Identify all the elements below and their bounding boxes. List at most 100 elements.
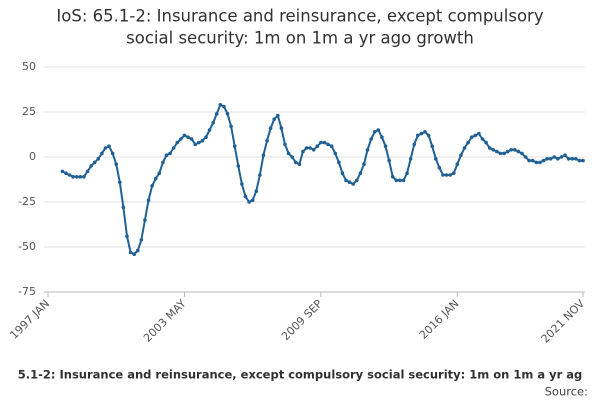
series-line	[61, 103, 583, 256]
point	[225, 112, 230, 116]
x-tick-label: 2016 JAN	[417, 297, 462, 342]
point	[365, 148, 370, 152]
point	[143, 218, 147, 222]
point	[401, 178, 406, 183]
point	[275, 113, 280, 118]
point	[466, 140, 470, 145]
point	[103, 146, 108, 150]
point	[319, 140, 323, 145]
point	[164, 153, 169, 157]
point	[344, 178, 348, 183]
point	[337, 160, 341, 165]
point	[552, 155, 557, 159]
point	[204, 135, 208, 139]
point	[548, 157, 553, 161]
point	[383, 144, 388, 148]
point	[577, 158, 582, 163]
point	[559, 155, 564, 159]
point	[125, 234, 129, 238]
point	[229, 124, 233, 129]
point	[247, 200, 251, 204]
point	[290, 155, 294, 159]
point	[333, 151, 338, 156]
y-tick-label: -25	[18, 195, 36, 208]
point	[509, 148, 513, 152]
point	[207, 128, 212, 132]
point	[64, 171, 68, 175]
point	[118, 180, 122, 184]
point	[538, 160, 542, 165]
point	[556, 157, 560, 161]
point	[197, 140, 201, 145]
point	[437, 166, 442, 170]
point	[347, 180, 352, 184]
point	[412, 142, 417, 147]
point	[157, 171, 162, 175]
point	[563, 153, 567, 157]
point	[329, 144, 334, 148]
point	[459, 153, 463, 157]
point	[121, 205, 126, 210]
point	[574, 157, 578, 161]
point	[444, 173, 449, 177]
point	[520, 151, 524, 156]
point	[369, 137, 373, 141]
point	[146, 198, 151, 202]
point	[326, 142, 330, 147]
point	[487, 146, 492, 150]
point	[161, 160, 165, 165]
point	[390, 175, 395, 179]
point	[218, 103, 223, 107]
point	[455, 162, 460, 166]
point	[96, 157, 101, 161]
point	[566, 157, 571, 161]
point	[351, 182, 356, 186]
point	[85, 169, 90, 174]
point	[394, 178, 399, 183]
point	[265, 139, 269, 143]
point	[150, 184, 154, 188]
point	[311, 148, 316, 152]
point	[523, 155, 528, 159]
point	[268, 126, 273, 130]
point	[135, 248, 140, 253]
point	[398, 178, 402, 183]
x-tick-label: 1997 JAN	[7, 297, 52, 342]
point	[272, 117, 277, 121]
point	[254, 189, 259, 193]
point	[78, 175, 83, 179]
x-tick-label: 2009 SEP	[279, 297, 325, 343]
point	[193, 142, 198, 147]
point	[477, 131, 481, 136]
point	[491, 148, 496, 152]
x-tick-label: 2003 MAY	[141, 297, 189, 345]
point	[236, 164, 241, 168]
point	[451, 171, 456, 175]
point	[462, 146, 467, 150]
point	[100, 151, 104, 156]
point	[527, 158, 531, 163]
point	[322, 140, 327, 145]
footer-title: 5.1-2: Insurance and reinsurance, except…	[18, 368, 583, 382]
y-tick-label: -75	[18, 285, 36, 298]
point	[505, 149, 510, 154]
point	[168, 151, 172, 156]
point	[222, 104, 226, 109]
point	[408, 157, 413, 161]
point	[469, 135, 474, 139]
point	[581, 158, 585, 163]
point	[60, 169, 65, 174]
point	[358, 171, 363, 175]
point	[480, 137, 485, 141]
point	[92, 160, 97, 165]
point	[171, 146, 176, 150]
point	[405, 171, 409, 175]
point	[301, 149, 305, 154]
point	[82, 175, 86, 179]
point	[114, 162, 119, 166]
point	[516, 149, 521, 154]
point	[433, 157, 438, 161]
point	[182, 133, 187, 138]
point	[240, 182, 244, 186]
